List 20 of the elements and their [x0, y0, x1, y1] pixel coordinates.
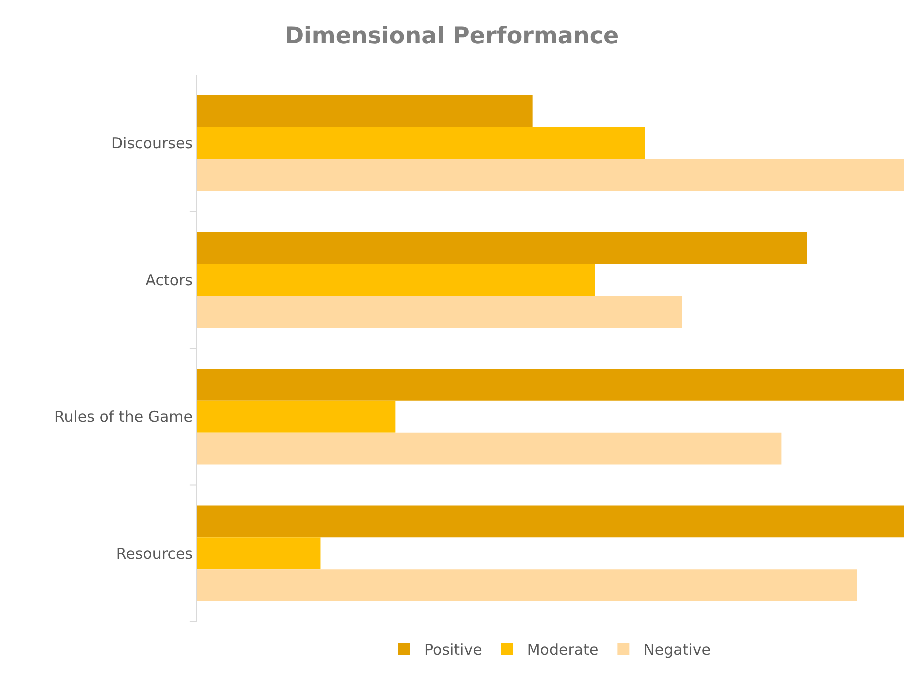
bar	[197, 400, 396, 433]
y-tick-label: Actors	[146, 271, 194, 290]
bar	[197, 570, 858, 602]
chart-title: Dimensional Performance	[284, 23, 620, 50]
bar	[197, 159, 904, 192]
bar	[197, 264, 596, 296]
legend-label: Negative	[644, 641, 711, 660]
y-tick-label: Discourses	[112, 134, 194, 153]
bar	[197, 232, 808, 264]
legend-label: Positive	[424, 641, 482, 660]
bar	[197, 296, 682, 328]
bar	[197, 127, 646, 160]
bar	[197, 96, 533, 128]
bar	[197, 432, 782, 465]
bar	[197, 538, 321, 570]
y-tick-label: Rules of the Game	[54, 408, 193, 426]
bar	[197, 369, 904, 401]
legend-label: Moderate	[527, 641, 599, 660]
bar	[197, 506, 904, 538]
y-tick-label: Resources	[116, 544, 194, 563]
